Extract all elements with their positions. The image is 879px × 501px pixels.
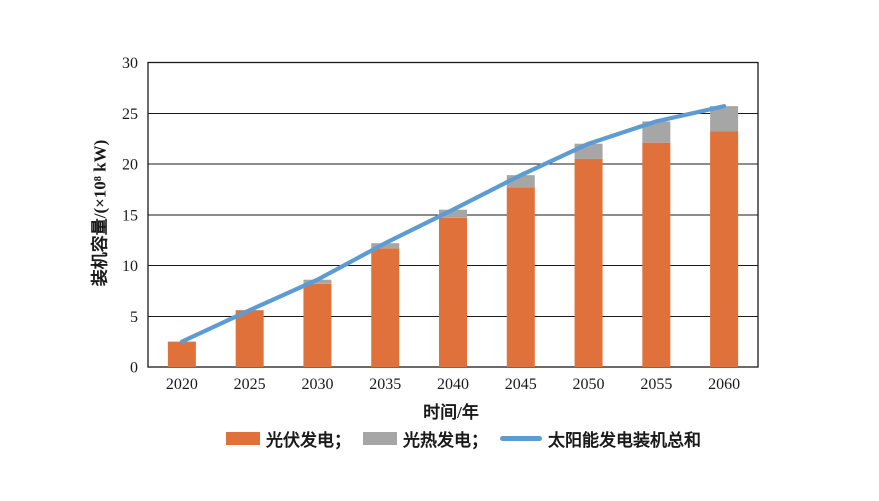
y-tick-label: 10 [122, 258, 138, 275]
bar-segment-csp-2055 [642, 121, 671, 143]
total-line [179, 104, 727, 344]
y-tick-label: 0 [130, 360, 138, 377]
bar-segment-pv-2025 [235, 310, 264, 367]
legend-label: 太阳能发电装机总和 [548, 431, 701, 450]
x-tick-label: 2020 [166, 376, 198, 393]
x-tick-label: 2045 [505, 376, 537, 393]
x-tick-label: 2040 [437, 376, 469, 393]
bar-segment-pv-2040 [439, 217, 467, 367]
bar-segment-pv-2060 [710, 131, 739, 367]
bar-segment-pv-2045 [506, 187, 535, 367]
y-tick-label: 30 [122, 55, 138, 72]
x-tick-label: 2050 [573, 376, 605, 393]
legend-bar-swatch-icon [226, 432, 260, 445]
x-tick-label: 2035 [369, 376, 401, 393]
bar-segment-pv-2035 [371, 248, 400, 367]
bar-segment-pv-2055 [642, 142, 671, 367]
legend-item: 光伏发电； [226, 426, 351, 451]
legend-label: 光热发电； [403, 431, 488, 450]
bar-segment-csp-2035 [371, 243, 400, 249]
y-tick-label: 5 [130, 309, 138, 326]
x-tick-label: 2060 [708, 376, 740, 393]
x-tick-label: 2025 [234, 376, 266, 393]
legend-bar-swatch-icon [363, 432, 397, 445]
bar-segment-pv-2020 [167, 341, 196, 367]
legend-item: 太阳能发电装机总和 [500, 426, 701, 451]
legend-label: 光伏发电； [266, 431, 351, 450]
x-tick-label: 2055 [640, 376, 672, 393]
bar-segment-csp-2040 [439, 209, 467, 218]
legend-line-swatch-icon [500, 436, 542, 441]
legend: 光伏发电； 光热发电； 太阳能发电装机总和 [226, 426, 701, 451]
legend-item: 光热发电； [363, 426, 488, 451]
bar-segment-pv-2050 [574, 158, 603, 367]
y-tick-label: 25 [122, 106, 138, 123]
x-axis-title: 时间/年 [423, 403, 479, 422]
y-tick-label: 20 [122, 157, 138, 174]
bar-segment-pv-2030 [303, 283, 332, 367]
x-tick-label: 2030 [301, 376, 333, 393]
y-axis-title: 装机容量/(×10⁸ kW) [90, 139, 110, 287]
y-tick-label: 15 [122, 207, 138, 224]
